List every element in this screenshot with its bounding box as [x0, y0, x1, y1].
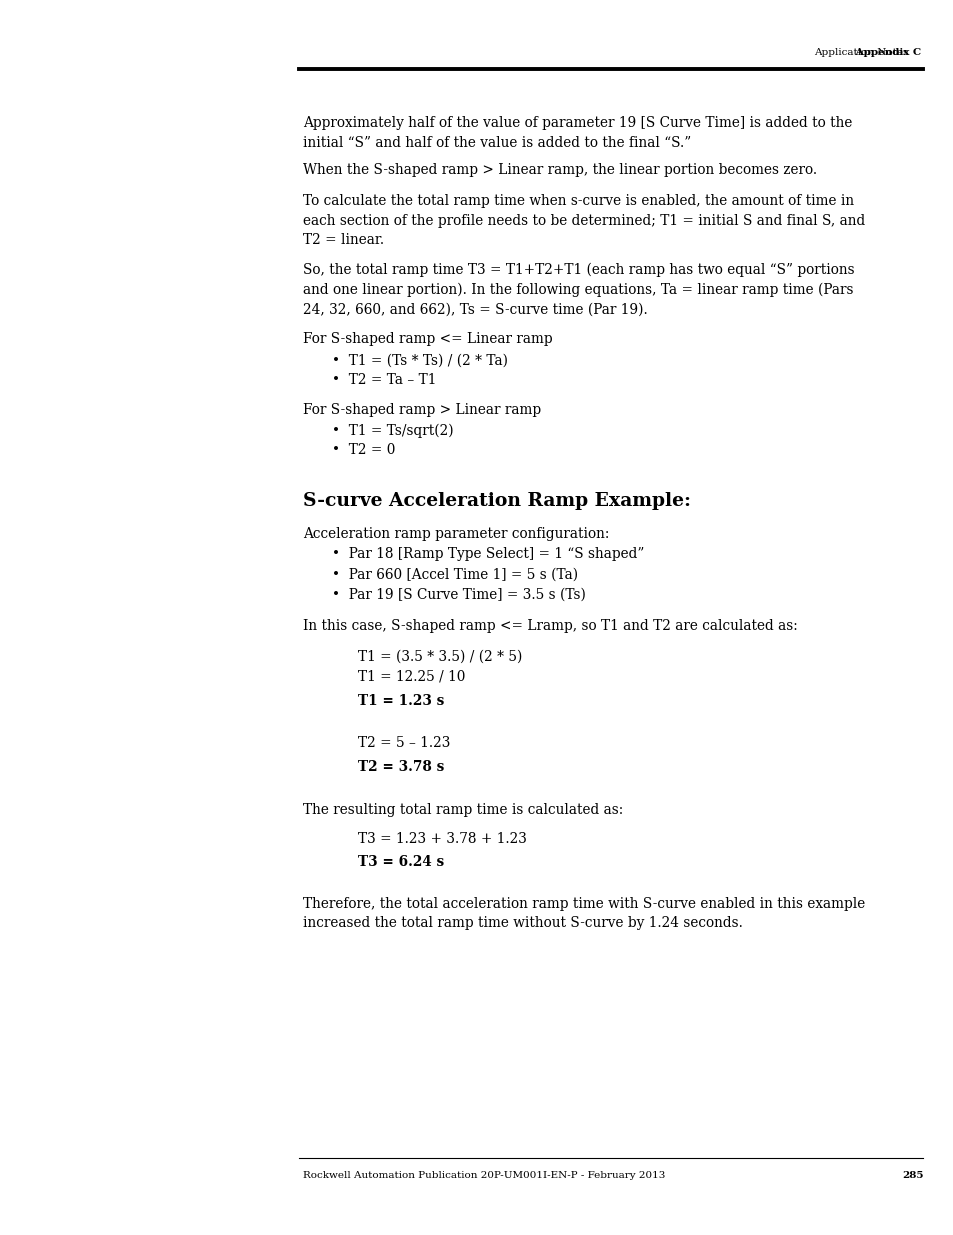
Text: increased the total ramp time without S-curve by 1.24 seconds.: increased the total ramp time without S-…: [303, 916, 742, 930]
Text: S-curve Acceleration Ramp Example:: S-curve Acceleration Ramp Example:: [303, 492, 691, 510]
Text: T3 = 1.23 + 3.78 + 1.23: T3 = 1.23 + 3.78 + 1.23: [357, 832, 526, 846]
Text: •  Par 19 [S Curve Time] = 3.5 s (Ts): • Par 19 [S Curve Time] = 3.5 s (Ts): [332, 588, 585, 601]
Text: So, the total ramp time T3 = T1+T2+T1 (each ramp has two equal “S” portions: So, the total ramp time T3 = T1+T2+T1 (e…: [303, 263, 854, 278]
Text: •  T2 = Ta – T1: • T2 = Ta – T1: [332, 373, 436, 387]
Text: T3 = 6.24 s: T3 = 6.24 s: [357, 855, 443, 868]
Text: The resulting total ramp time is calculated as:: The resulting total ramp time is calcula…: [303, 803, 623, 816]
Text: Approximately half of the value of parameter 19 [S Curve Time] is added to the: Approximately half of the value of param…: [303, 116, 852, 130]
Text: T1 = (3.5 * 3.5) / (2 * 5): T1 = (3.5 * 3.5) / (2 * 5): [357, 650, 521, 663]
Text: To calculate the total ramp time when s-curve is enabled, the amount of time in: To calculate the total ramp time when s-…: [303, 194, 854, 207]
Text: each section of the profile needs to be determined; T1 = initial S and final S, : each section of the profile needs to be …: [303, 214, 864, 227]
Text: Appendix C: Appendix C: [764, 48, 921, 57]
Text: For S-shaped ramp <= Linear ramp: For S-shaped ramp <= Linear ramp: [303, 332, 553, 346]
Text: T2 = 5 – 1.23: T2 = 5 – 1.23: [357, 736, 450, 750]
Text: In this case, S-shaped ramp <= Lramp, so T1 and T2 are calculated as:: In this case, S-shaped ramp <= Lramp, so…: [303, 619, 798, 632]
Text: Acceleration ramp parameter configuration:: Acceleration ramp parameter configuratio…: [303, 527, 609, 541]
Text: •  Par 18 [Ramp Type Select] = 1 “S shaped”: • Par 18 [Ramp Type Select] = 1 “S shape…: [332, 547, 643, 561]
Text: When the S-shaped ramp > Linear ramp, the linear portion becomes zero.: When the S-shaped ramp > Linear ramp, th…: [303, 163, 817, 177]
Text: 24, 32, 660, and 662), Ts = S-curve time (Par 19).: 24, 32, 660, and 662), Ts = S-curve time…: [303, 303, 647, 316]
Text: Rockwell Automation Publication 20P-UM001I-EN-P - February 2013: Rockwell Automation Publication 20P-UM00…: [303, 1171, 665, 1179]
Text: and one linear portion). In the following equations, Ta = linear ramp time (Pars: and one linear portion). In the followin…: [303, 283, 853, 298]
Text: initial “S” and half of the value is added to the final “S.”: initial “S” and half of the value is add…: [303, 136, 691, 149]
Text: Therefore, the total acceleration ramp time with S-curve enabled in this example: Therefore, the total acceleration ramp t…: [303, 897, 864, 910]
Text: •  T1 = Ts/sqrt(2): • T1 = Ts/sqrt(2): [332, 424, 453, 438]
Text: For S-shaped ramp > Linear ramp: For S-shaped ramp > Linear ramp: [303, 403, 541, 416]
Text: Application Notes: Application Notes: [813, 48, 921, 57]
Text: •  Par 660 [Accel Time 1] = 5 s (Ta): • Par 660 [Accel Time 1] = 5 s (Ta): [332, 568, 578, 582]
Text: T1 = 12.25 / 10: T1 = 12.25 / 10: [357, 669, 465, 683]
Text: T2 = 3.78 s: T2 = 3.78 s: [357, 760, 443, 773]
Text: T1 = 1.23 s: T1 = 1.23 s: [357, 694, 443, 708]
Text: T2 = linear.: T2 = linear.: [303, 233, 384, 247]
Text: 285: 285: [901, 1171, 923, 1179]
Text: •  T1 = (Ts * Ts) / (2 * Ta): • T1 = (Ts * Ts) / (2 * Ta): [332, 353, 507, 367]
Text: •  T2 = 0: • T2 = 0: [332, 443, 395, 457]
